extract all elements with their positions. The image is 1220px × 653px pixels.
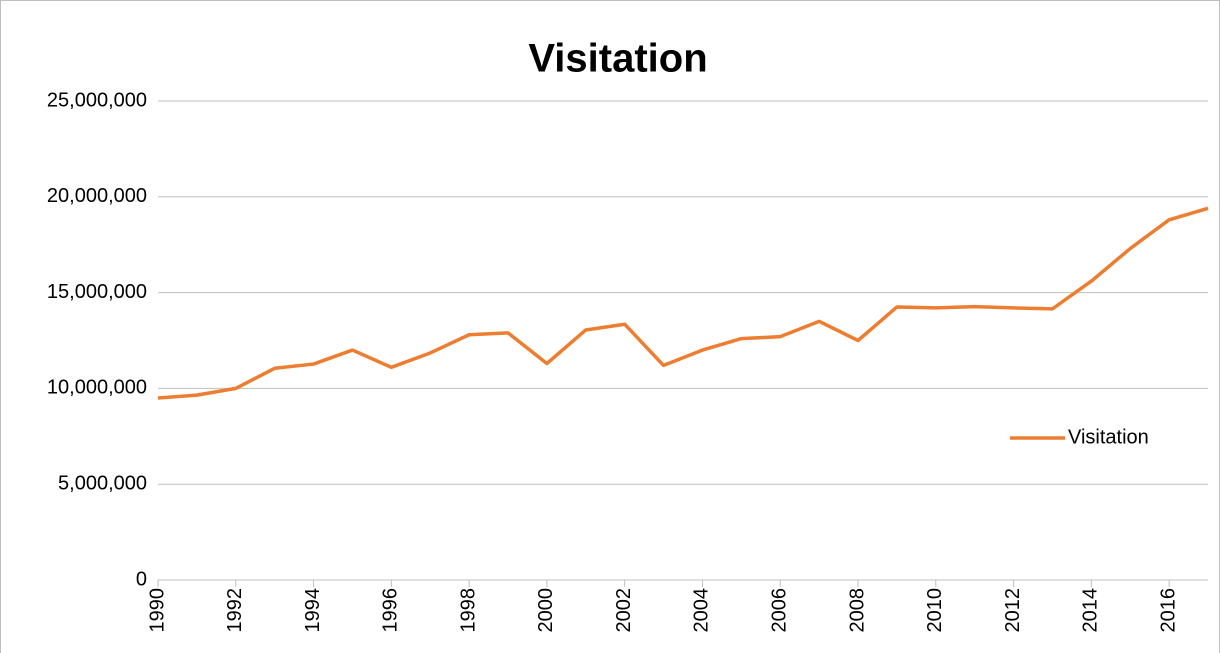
x-tick-label: 1994 (302, 588, 324, 633)
y-tick-label: 10,000,000 (47, 377, 147, 399)
y-tick-label: 5,000,000 (58, 472, 147, 494)
x-tick-label: 2006 (769, 588, 791, 633)
x-tick-label: 2000 (535, 588, 557, 633)
x-tick-label: 1998 (457, 588, 479, 633)
x-tick-label: 2014 (1080, 588, 1102, 633)
x-tick-label: 2002 (613, 588, 635, 633)
x-tick-label: 2004 (691, 588, 713, 633)
x-tick-label: 2012 (1002, 588, 1024, 633)
x-tick-label: 2010 (924, 588, 946, 633)
x-tick-label: 1990 (146, 588, 168, 633)
chart-title: Visitation (528, 37, 707, 81)
legend-label: Visitation (1068, 426, 1149, 448)
y-tick-label: 15,000,000 (47, 281, 147, 303)
x-tick-label: 2008 (846, 588, 868, 633)
data-line (157, 206, 1209, 400)
y-tick-label: 25,000,000 (47, 89, 147, 111)
x-tick-label: 1992 (224, 588, 246, 633)
y-tick-label: 20,000,000 (47, 185, 147, 207)
x-tick-label: 2016 (1157, 588, 1179, 633)
y-tick-label: 0 (136, 568, 147, 590)
x-tick-label: 1996 (380, 588, 402, 633)
